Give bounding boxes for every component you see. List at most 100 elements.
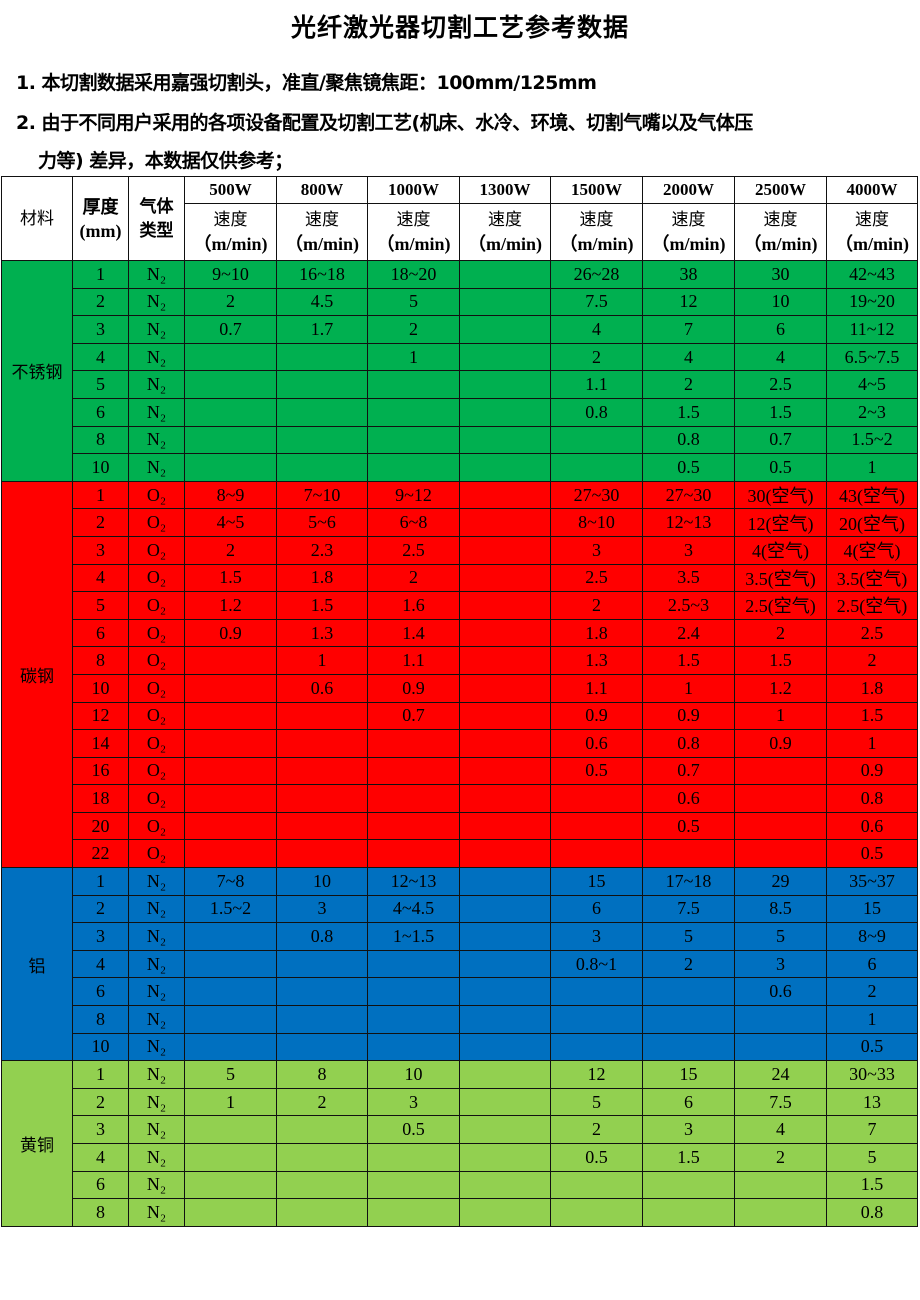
thickness-cell: 4 [72, 949, 129, 979]
speed-cell [184, 839, 277, 869]
speed-cell: 10 [367, 1060, 460, 1089]
thickness-cell: 12 [72, 701, 129, 731]
speed-cell: 1 [184, 1087, 277, 1117]
speed-cell: 0.5 [826, 839, 918, 869]
speed-cell: 2.5 [550, 563, 643, 593]
thickness-cell: 20 [72, 811, 129, 841]
speed-cell: 5 [367, 287, 460, 317]
speed-cell: 8~9 [184, 480, 277, 510]
thickness-cell: 6 [72, 977, 129, 1007]
table-row: 碳钢 1 O₂ 8~9 7~10 9~12 27~30 27~30 30(空气) 43(空气) [1, 480, 918, 869]
table-row: 18 O₂ 0.6 0.8 [2, 784, 918, 813]
speed-cell [459, 618, 551, 648]
speed-cell [367, 839, 460, 869]
speed-cell [276, 811, 368, 841]
speed-cell: 3.5(空气) [826, 563, 918, 593]
table-row: 8 N₂ 0.8 0.7 1.5~2 [2, 425, 918, 455]
table-row: 4 O₂ 1.5 1.8 2 2.5 3.5 3.5(空气) 3.5(空气) [2, 563, 918, 593]
speed-cell: 3 [642, 535, 735, 565]
speed-cell [459, 591, 551, 620]
table-row: 20 O₂ 0.5 0.6 [2, 811, 918, 841]
speed-cell [367, 1032, 460, 1062]
speed-cell: 0.7 [734, 425, 827, 455]
speed-cell [642, 1170, 735, 1200]
header-speed: 速度 （m/min) [459, 203, 551, 261]
speed-cell: 5~6 [276, 508, 368, 537]
speed-cell [550, 811, 643, 841]
speed-cell: 4 [734, 342, 827, 372]
gas-cell: N₂ [128, 1005, 185, 1034]
speed-cell: 12 [642, 287, 735, 317]
speed-cell [550, 1170, 643, 1200]
speed-cell: 0.9 [642, 701, 735, 731]
speed-cell: 4~5 [184, 508, 277, 537]
speed-cell: 0.6 [826, 811, 918, 841]
speed-cell: 0.8 [550, 397, 643, 427]
speed-cell: 1.5 [826, 701, 918, 731]
thickness-cell: 10 [72, 673, 129, 703]
table-row: 8 N₂ 0.8 [2, 1198, 918, 1227]
speed-cell: 4.5 [276, 287, 368, 317]
speed-cell [459, 425, 551, 455]
speed-cell: 4~5 [826, 370, 918, 399]
header-speed: 速度 （m/min) [367, 203, 460, 261]
speed-cell [459, 673, 551, 703]
speed-cell [276, 701, 368, 731]
speed-cell [184, 425, 277, 455]
speed-cell: 3 [276, 894, 368, 924]
speed-cell: 20(空气) [826, 508, 918, 537]
thickness-cell: 4 [72, 1143, 129, 1172]
header-speed: 速度 （m/min) [642, 203, 735, 261]
speed-cell [459, 646, 551, 675]
gas-cell: N₂ [128, 370, 185, 399]
speed-cell: 6 [642, 1087, 735, 1117]
speed-cell: 1.4 [367, 618, 460, 648]
table-row: 10 O₂ 0.6 0.9 1.1 1 1.2 1.8 [2, 673, 918, 703]
speed-cell: 1.5 [826, 1170, 918, 1200]
material-cell: 不锈钢 [1, 260, 73, 482]
speed-cell [459, 370, 551, 399]
gas-cell: N₂ [128, 1087, 185, 1117]
speed-cell [550, 839, 643, 869]
speed-cell [734, 1170, 827, 1200]
thickness-cell: 3 [72, 315, 129, 344]
speed-cell [459, 894, 551, 924]
speed-cell: 1.3 [276, 618, 368, 648]
speed-cell [459, 397, 551, 427]
gas-cell: O₂ [128, 811, 185, 841]
table-row: 3 O₂ 2 2.3 2.5 3 3 4(空气) 4(空气) [2, 535, 918, 565]
speed-cell: 5 [734, 922, 827, 951]
header-speed: 速度 （m/min) [184, 203, 277, 261]
speed-cell: 26~28 [550, 260, 643, 289]
speed-cell: 1.5~2 [184, 894, 277, 924]
speed-cell: 0.5 [642, 453, 735, 482]
gas-cell: N₂ [128, 977, 185, 1007]
speed-cell [459, 1060, 551, 1089]
speed-cell [276, 453, 368, 482]
header-power-1500w: 1500W [550, 176, 643, 204]
gas-cell: N₂ [128, 453, 185, 482]
gas-cell: O₂ [128, 701, 185, 731]
thickness-cell: 4 [72, 342, 129, 372]
speed-cell: 1 [826, 1005, 918, 1034]
speed-cell: 19~20 [826, 287, 918, 317]
speed-cell [276, 756, 368, 786]
speed-cell [276, 1115, 368, 1144]
gas-cell: N₂ [128, 342, 185, 372]
header-power-1000w: 1000W [367, 176, 460, 204]
header-speed: 速度 （m/min) [826, 203, 918, 261]
header-power-4000w: 4000W [826, 176, 918, 204]
table-row: 8 N₂ 1 [2, 1005, 918, 1034]
note-2-continued: 力等) 差异，本数据仅供参考； [38, 150, 293, 172]
header-power-2500w: 2500W [734, 176, 827, 204]
speed-cell [184, 1170, 277, 1200]
speed-cell: 6~8 [367, 508, 460, 537]
gas-cell: O₂ [128, 729, 185, 758]
table-row: 6 O₂ 0.9 1.3 1.4 1.8 2.4 2 2.5 [2, 618, 918, 648]
speed-cell: 4 [550, 315, 643, 344]
speed-cell: 0.9 [550, 701, 643, 731]
speed-cell: 29 [734, 867, 827, 896]
speed-cell [184, 673, 277, 703]
speed-cell: 35~37 [826, 867, 918, 896]
speed-cell [276, 370, 368, 399]
